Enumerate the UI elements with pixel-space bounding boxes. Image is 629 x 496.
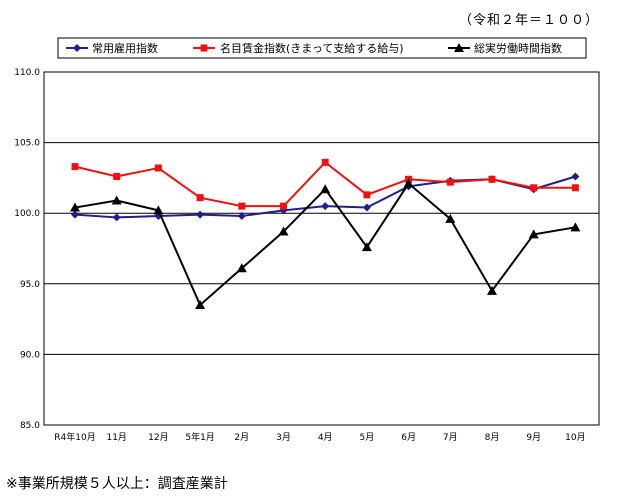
data-point — [488, 175, 496, 183]
data-point — [403, 178, 414, 188]
data-point — [196, 210, 205, 219]
y-tick-label: 105.0 — [14, 139, 40, 149]
data-point — [320, 184, 331, 194]
series-line — [74, 182, 576, 307]
unit-note: （令和２年＝１００） — [458, 13, 599, 28]
data-point — [113, 172, 121, 180]
data-point — [237, 212, 246, 221]
data-point — [571, 172, 580, 181]
series-3 — [70, 178, 581, 309]
data-point — [487, 285, 497, 295]
data-point — [361, 242, 372, 252]
data-point — [71, 210, 79, 219]
x-tick-label: 2月 — [234, 432, 249, 443]
legend-item: 常用雇用指数 — [66, 41, 158, 55]
data-point — [321, 202, 330, 211]
data-point — [112, 213, 121, 222]
data-point — [570, 222, 581, 232]
data-point — [154, 164, 162, 172]
data-point — [111, 195, 122, 205]
series-layer — [70, 158, 581, 309]
data-point — [321, 158, 329, 166]
footnote: ※事業所規模５人以上：調査産業計 — [6, 476, 228, 492]
plot-area — [43, 71, 600, 426]
series-1 — [71, 172, 580, 222]
x-tick-label: 10月 — [565, 432, 585, 443]
grid-lines — [44, 142, 599, 355]
y-tick-label: 110.0 — [14, 68, 40, 78]
x-tick-label: 4月 — [318, 432, 333, 443]
x-tick-label: 3月 — [276, 432, 291, 443]
data-point — [71, 163, 79, 171]
legend-label: 名目賃金指数(きまって支給する給与) — [220, 41, 404, 55]
y-tick-label: 100.0 — [14, 209, 40, 219]
data-point — [363, 191, 371, 199]
legend-marker — [200, 44, 208, 52]
data-point — [528, 229, 539, 239]
x-tick-label: 5月 — [360, 432, 375, 443]
legend-item: 名目賃金指数(きまって支給する給与) — [193, 41, 404, 55]
x-tick-label: 8月 — [485, 432, 500, 443]
series-line — [74, 175, 576, 219]
data-point — [153, 205, 164, 215]
data-point — [70, 202, 80, 212]
x-axis-ticks: R4年10月 11月 12月 5年1月 2月 3月 4月 5月 6月 7月 8月 9月 10月 — [54, 431, 585, 443]
x-tick-label: 12月 — [148, 432, 168, 443]
data-point — [571, 184, 579, 192]
x-tick-label: 6月 — [401, 432, 416, 443]
legend-marker — [73, 44, 81, 52]
legend-marker — [454, 43, 464, 52]
legend-box — [57, 37, 587, 59]
x-tick-label: 9月 — [526, 432, 541, 443]
x-tick-label: 11月 — [106, 432, 126, 443]
legend-label: 常用雇用指数 — [92, 41, 158, 55]
data-point — [530, 184, 538, 192]
legend-item: 総実労働時間指数 — [448, 41, 562, 55]
data-point — [195, 299, 206, 309]
data-point — [446, 178, 454, 186]
data-point — [280, 202, 287, 210]
legend: 常用雇用指数 名目賃金指数(きまって支給する給与) 総実労働時間指数 — [57, 37, 587, 59]
x-tick-label: 7月 — [443, 432, 458, 443]
data-point — [196, 194, 204, 202]
data-point — [236, 263, 247, 273]
data-point — [238, 202, 246, 210]
y-tick-label: 85.0 — [20, 421, 40, 431]
y-axis-ticks: 110.0 105.0 100.0 95.0 90.0 85.0 — [14, 68, 40, 431]
x-tick-label: R4年10月 — [54, 431, 95, 443]
data-point — [278, 226, 289, 236]
y-tick-label: 95.0 — [20, 280, 40, 290]
data-point — [362, 203, 371, 212]
y-tick-label: 90.0 — [20, 350, 40, 360]
x-tick-label: 5年1月 — [185, 431, 214, 443]
legend-label: 総実労働時間指数 — [474, 41, 562, 55]
data-point — [445, 213, 456, 223]
